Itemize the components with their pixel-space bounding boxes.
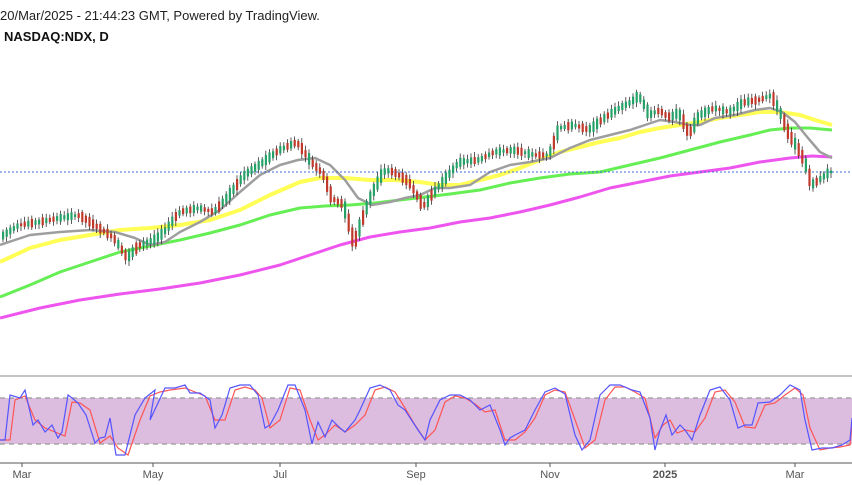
x-tick-label: Nov [540,469,560,481]
ma-gray-line [0,106,833,247]
stoch-d-line [0,386,852,456]
candles [2,89,833,267]
x-tick-label: May [143,469,164,481]
x-tick-label: Jul [273,469,287,481]
stoch-k-line [0,384,852,456]
price-pane[interactable] [0,89,852,320]
x-axis: Mar May Jul Sep Nov 2025 Mar [13,463,805,481]
symbol-title: NASDAQ:NDX, D [4,29,109,44]
x-tick-label: Mar [13,469,32,481]
timestamp-attribution: 20/Mar/2025 - 21:44:23 GMT, Powered by T… [0,8,320,23]
ma-magenta-line [0,154,833,320]
ma-yellow-line [0,110,833,264]
x-tick-label: Mar [786,469,805,481]
x-tick-label: Sep [406,469,426,481]
ma-green-line [0,126,833,299]
x-tick-label: 2025 [653,469,677,481]
stochastic-pane[interactable] [0,384,852,456]
